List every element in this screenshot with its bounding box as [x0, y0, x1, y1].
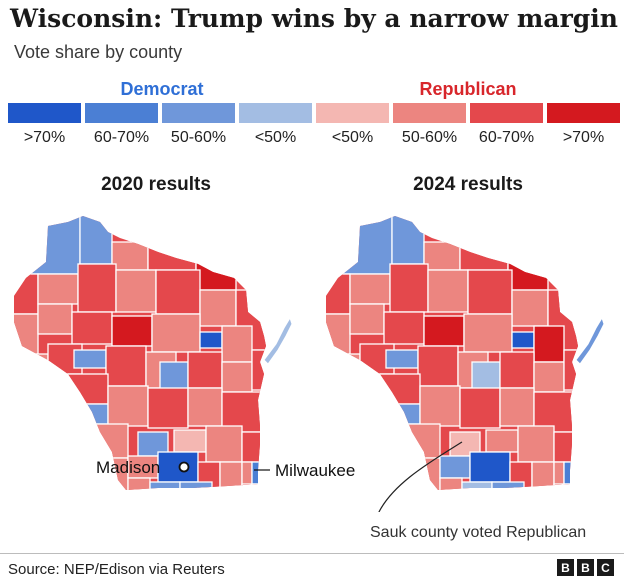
madison-marker [178, 461, 190, 473]
map-2020 [14, 216, 293, 490]
bbc-logo-letter: B [557, 559, 574, 576]
bbc-logo-letter: C [597, 559, 614, 576]
sauk-annotation: Sauk county voted Republican [370, 524, 587, 541]
map-title-2024: 2024 results [413, 174, 523, 195]
legend-swatch-dem-50-60 [162, 103, 235, 123]
map-2024 [326, 216, 605, 512]
legend-swatch-dem-under50 [239, 103, 312, 123]
door-peninsula-2024 [575, 316, 605, 365]
legend-label-rep-50-60: 50-60% [401, 129, 458, 146]
bbc-logo-letter: B [577, 559, 594, 576]
legend-swatch-rep-under50 [316, 103, 389, 123]
legend-swatch-rep-60-70 [470, 103, 543, 123]
legend-swatch-rep-70plus [547, 103, 620, 123]
legend-label-rep-60-70: 60-70% [478, 129, 535, 146]
legend-swatch-dem-70plus [8, 103, 81, 123]
legend-label-rep-under50: <50% [331, 129, 374, 146]
county-grid-2024 [326, 216, 578, 490]
door-peninsula-2020 [263, 316, 293, 365]
map-title-2020: 2020 results [101, 174, 211, 195]
legend-label-dem-70plus: >70% [23, 129, 66, 146]
legend-label-dem-under50: <50% [254, 129, 297, 146]
milwaukee-label: Milwaukee [275, 461, 356, 480]
source-note: Source: NEP/Edison via Reuters [8, 561, 225, 578]
sauk-leader-line [378, 441, 463, 512]
legend-republican-heading: Republican [419, 79, 517, 99]
chart-title: Wisconsin: Trump wins by a narrow margin [10, 4, 618, 33]
madison-label: Madison [96, 458, 161, 477]
legend-democrat-heading: Democrat [120, 79, 204, 99]
legend-swatch-rep-50-60 [393, 103, 466, 123]
legend-label-rep-70plus: >70% [562, 129, 605, 146]
footer-divider [0, 553, 624, 554]
legend-swatch-dem-60-70 [85, 103, 158, 123]
legend-label-dem-50-60: 50-60% [170, 129, 227, 146]
legend-label-dem-60-70: 60-70% [93, 129, 150, 146]
bbc-logo: B B C [557, 559, 614, 576]
chart-subtitle: Vote share by county [14, 42, 183, 62]
